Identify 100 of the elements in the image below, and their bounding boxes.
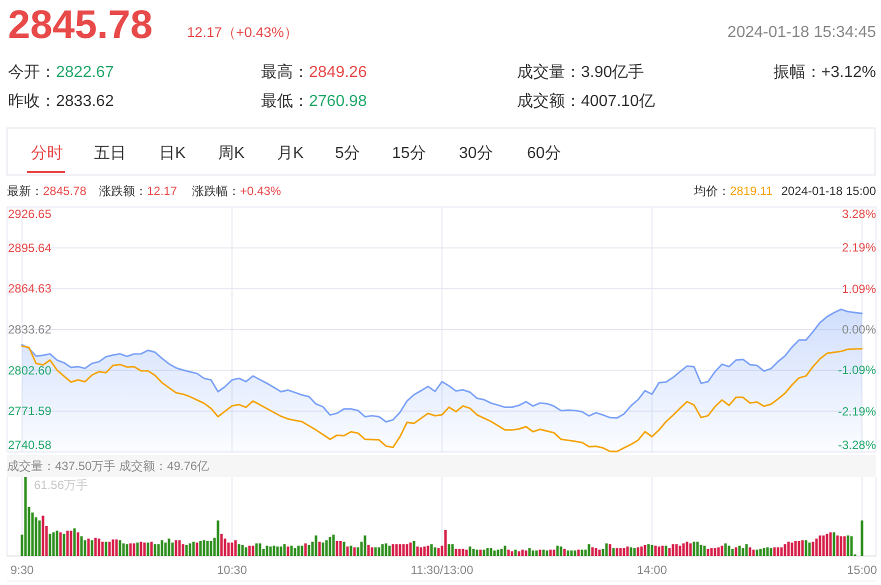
bar <box>416 546 419 556</box>
y2-tick-label: 0.00% <box>842 322 876 336</box>
bar <box>724 543 727 556</box>
bar <box>420 547 422 556</box>
text: 涨跌幅：+0.43% <box>192 184 282 198</box>
bar <box>370 547 374 556</box>
bar <box>364 535 366 556</box>
bar <box>115 539 118 556</box>
text: 月K <box>277 145 304 162</box>
text: 最低：2760.98 <box>261 93 367 110</box>
bar <box>787 542 790 556</box>
bar <box>234 540 237 556</box>
bar <box>210 540 212 556</box>
text: 2845.78 <box>8 3 153 47</box>
bar <box>672 544 674 556</box>
text: 均价：2819.11 <box>693 184 773 198</box>
bar <box>185 544 188 556</box>
bar <box>157 544 160 556</box>
bar <box>76 532 80 556</box>
bar <box>476 550 478 556</box>
bar <box>444 530 447 556</box>
bar <box>682 543 685 556</box>
bar <box>140 542 142 556</box>
bar <box>297 546 300 556</box>
text: 2024-01-18 15:34:45 <box>727 24 876 41</box>
bar <box>560 546 562 556</box>
bar <box>56 530 58 556</box>
bar <box>241 544 244 556</box>
bar <box>689 543 692 556</box>
bar <box>580 550 584 556</box>
bar <box>437 548 440 556</box>
bar <box>24 477 27 556</box>
y2-tick-label: 2.19% <box>842 240 876 255</box>
bar <box>118 540 122 556</box>
bar <box>353 547 356 556</box>
bar <box>48 534 52 556</box>
bar <box>808 542 811 556</box>
bar <box>686 542 688 556</box>
x-tick-label: 9:30 <box>10 563 34 577</box>
bar <box>640 546 643 556</box>
bar <box>454 548 458 556</box>
y-tick-label: 2740.58 <box>8 438 52 452</box>
bar <box>696 542 699 556</box>
bar <box>608 544 612 556</box>
bar <box>280 546 282 556</box>
bar <box>126 544 128 556</box>
bar <box>423 546 426 556</box>
bar <box>700 544 702 556</box>
bar <box>832 532 836 556</box>
bar <box>616 548 618 556</box>
bar <box>318 542 321 556</box>
bar <box>661 546 664 556</box>
text: 今开：2822.67 <box>8 64 114 81</box>
bar <box>98 538 100 556</box>
bar <box>182 544 184 556</box>
bar <box>650 544 654 556</box>
bar <box>818 535 822 556</box>
bar <box>591 547 594 556</box>
bar <box>815 538 818 556</box>
bar <box>518 551 520 556</box>
y-tick-label: 2771.59 <box>8 404 52 418</box>
bar <box>850 536 853 556</box>
bar <box>42 516 44 556</box>
bar <box>154 544 156 556</box>
bar <box>266 546 268 556</box>
bar <box>238 544 240 556</box>
text: 涨跌额：12.17 <box>99 184 178 198</box>
bar <box>178 540 181 556</box>
bar <box>220 534 223 556</box>
bar <box>458 548 461 556</box>
bar <box>714 548 716 556</box>
bar <box>829 532 832 556</box>
bar <box>192 542 195 556</box>
bar <box>448 544 450 556</box>
bar <box>490 548 492 556</box>
bar <box>762 548 766 556</box>
bar <box>784 544 786 556</box>
text: 日K <box>159 145 186 162</box>
y2-tick-label: -2.19% <box>838 404 876 418</box>
bar <box>668 548 671 556</box>
x-tick-label: 14:00 <box>636 563 668 577</box>
bar <box>290 546 293 556</box>
bar <box>87 538 90 556</box>
text: 2024-01-18 15:00 <box>781 184 876 198</box>
bar <box>388 546 391 556</box>
bar <box>804 540 808 556</box>
text: 12.17（+0.43%） <box>187 24 298 40</box>
bar <box>836 535 839 556</box>
bar <box>342 542 346 556</box>
bar <box>143 542 146 556</box>
bar <box>168 538 170 556</box>
bar <box>269 546 272 556</box>
y-tick-label: 2833.62 <box>8 322 52 336</box>
text: 周K <box>218 145 245 162</box>
bar <box>710 548 713 556</box>
bar <box>605 543 608 556</box>
text: 分时 <box>31 144 63 162</box>
bar <box>766 547 769 556</box>
bar <box>630 547 632 556</box>
bar <box>384 543 388 556</box>
